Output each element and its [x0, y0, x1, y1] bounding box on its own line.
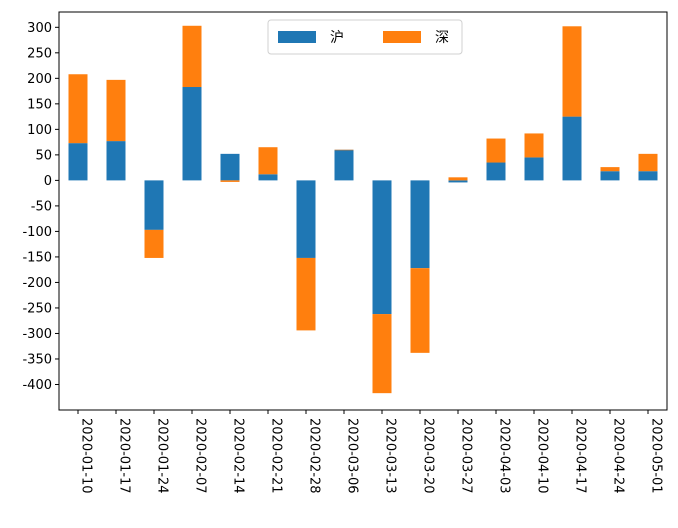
bar-series1-2020-03-06 [334, 149, 354, 181]
y-tick-label: 50 [35, 148, 52, 163]
x-tick-label: 2020-01-24 [155, 418, 170, 494]
bar-series2-2020-03-06 [334, 149, 354, 151]
bar-series1-2020-03-20 [410, 180, 430, 269]
bar-series2-2020-04-17 [562, 26, 582, 117]
bar-series2-2020-01-10 [68, 74, 88, 144]
x-tick-label: 2020-02-21 [269, 418, 284, 494]
y-tick-label: -400 [22, 378, 52, 393]
y-tick-label: -300 [22, 327, 52, 342]
bar-series1-2020-04-03 [486, 162, 506, 181]
legend: 沪深 [267, 19, 463, 55]
x-tick-label: 2020-04-17 [573, 418, 588, 494]
x-tick-label: 2020-02-07 [193, 418, 208, 494]
bar-series1-2020-04-17 [562, 116, 582, 181]
bar-series1-2020-01-17 [106, 141, 126, 181]
bar-series2-2020-04-03 [486, 138, 506, 163]
x-tick-label: 2020-03-27 [459, 418, 474, 494]
y-tick-label: -200 [22, 276, 52, 291]
bar-series1-2020-04-24 [600, 171, 620, 181]
y-tick-label: 250 [27, 46, 52, 61]
y-tick-label: 150 [27, 97, 52, 112]
bar-series2-2020-03-27 [448, 177, 468, 181]
y-tick-label: 200 [27, 72, 52, 87]
bar-series2-2020-03-20 [410, 268, 430, 353]
x-tick-label: 2020-05-01 [649, 418, 664, 494]
x-tick-label: 2020-04-10 [535, 418, 550, 494]
y-tick-label: -150 [22, 250, 52, 265]
legend-swatch-2 [383, 31, 421, 43]
plot-frame [58, 11, 668, 411]
bar-series2-2020-05-01 [638, 153, 658, 172]
bar-series2-2020-04-24 [600, 167, 620, 172]
x-tick-label: 2020-02-28 [307, 418, 322, 494]
y-tick-label: 100 [27, 123, 52, 138]
bars-group [68, 25, 658, 394]
bar-series1-2020-02-14 [220, 153, 240, 181]
bar-series1-2020-01-10 [68, 143, 88, 181]
x-axis: 2020-01-10 2020-01-17 2020-01-24 2020-02-07… [77, 410, 664, 494]
y-tick-label: -250 [22, 301, 52, 316]
bar-series1-2020-02-28 [296, 180, 316, 258]
x-tick-label: 2020-01-17 [117, 418, 132, 494]
bar-series1-2020-02-21 [258, 174, 278, 181]
bar-series1-2020-03-27 [448, 180, 468, 183]
y-axis: 300 250 200 150 100 50 0 -50 -100 -150 -200 -250 -30… [22, 21, 59, 393]
legend-label-1: 沪 [330, 30, 344, 46]
y-tick-label: -350 [22, 352, 52, 367]
y-tick-label: 0 [44, 174, 52, 189]
y-tick-label: -50 [31, 199, 52, 214]
bar-series1-2020-05-01 [638, 171, 658, 181]
bar-series1-2020-02-07 [182, 87, 202, 181]
x-tick-label: 2020-04-03 [497, 418, 512, 494]
x-tick-label: 2020-03-20 [421, 418, 436, 494]
legend-label-2: 深 [435, 30, 449, 46]
bar-series2-2020-01-24 [144, 229, 164, 258]
bar-series2-2020-01-17 [106, 79, 126, 142]
bar-series2-2020-02-14 [220, 180, 240, 182]
x-tick-label: 2020-02-14 [231, 418, 246, 494]
x-tick-label: 2020-03-13 [383, 418, 398, 494]
bar-series1-2020-01-24 [144, 180, 164, 230]
legend-box [267, 19, 463, 55]
legend-swatch-1 [278, 31, 316, 43]
x-tick-label: 2020-03-06 [345, 418, 360, 494]
bar-series1-2020-03-13 [372, 180, 392, 315]
bar-series2-2020-03-13 [372, 314, 392, 394]
bar-series2-2020-02-28 [296, 257, 316, 331]
bar-series2-2020-04-10 [524, 133, 544, 158]
bar-series1-2020-04-10 [524, 157, 544, 181]
bar-series2-2020-02-07 [182, 25, 202, 88]
bar-series2-2020-02-21 [258, 147, 278, 175]
y-tick-label: 300 [27, 21, 52, 36]
x-tick-label: 2020-04-24 [611, 418, 626, 494]
y-tick-label: -100 [22, 225, 52, 240]
x-tick-label: 2020-01-10 [79, 418, 94, 494]
